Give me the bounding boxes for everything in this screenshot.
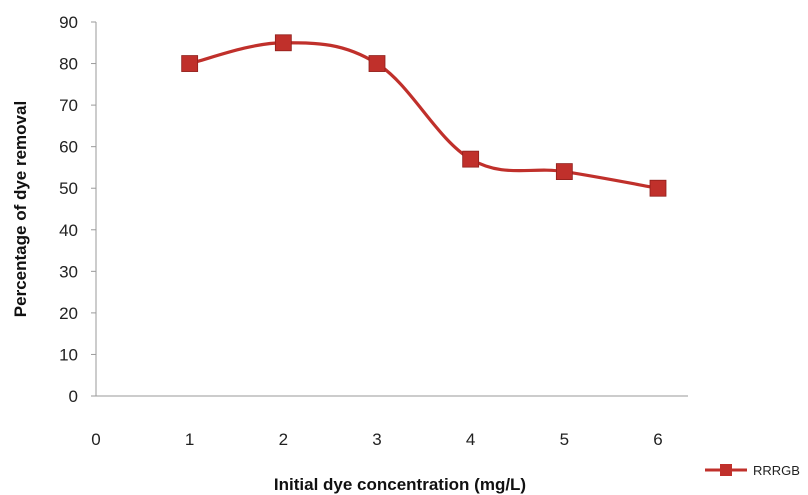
x-tick-label: 0 <box>91 430 100 449</box>
x-tick-label: 5 <box>560 430 569 449</box>
y-tick-label: 90 <box>59 13 78 32</box>
legend-marker <box>720 464 732 476</box>
y-axis-title: Percentage of dye removal <box>11 101 30 317</box>
x-axis-title: Initial dye concentration (mg/L) <box>274 475 526 494</box>
x-tick-label: 6 <box>653 430 662 449</box>
legend-label: RRRGB <box>753 463 800 478</box>
y-tick-label: 80 <box>59 55 78 74</box>
y-tick-label: 70 <box>59 96 78 115</box>
data-point-marker <box>555 163 573 181</box>
x-tick-label: 4 <box>466 430 475 449</box>
data-point-marker <box>368 55 386 72</box>
y-tick-label: 0 <box>69 387 78 406</box>
y-tick-label: 20 <box>59 304 78 323</box>
data-point-marker <box>462 150 480 168</box>
x-tick-label: 3 <box>372 430 381 449</box>
data-point-marker <box>649 179 667 197</box>
series-line <box>189 41 659 190</box>
x-tick-label: 1 <box>185 430 194 449</box>
tick-labels: 0 10 20 30 40 50 60 70 80 90 0 1 2 3 4 5 6 <box>59 13 663 449</box>
y-tick-label: 50 <box>59 179 78 198</box>
y-tick-label: 30 <box>59 262 78 281</box>
y-tick-label: 40 <box>59 221 78 240</box>
legend: RRRGB <box>705 463 800 478</box>
data-point-marker <box>181 55 199 72</box>
axes <box>91 21 688 397</box>
y-tick-label: 10 <box>59 345 78 364</box>
y-tick-label: 60 <box>59 138 78 157</box>
x-tick-label: 2 <box>279 430 288 449</box>
data-point-marker <box>274 34 292 52</box>
series-layer <box>181 34 667 197</box>
